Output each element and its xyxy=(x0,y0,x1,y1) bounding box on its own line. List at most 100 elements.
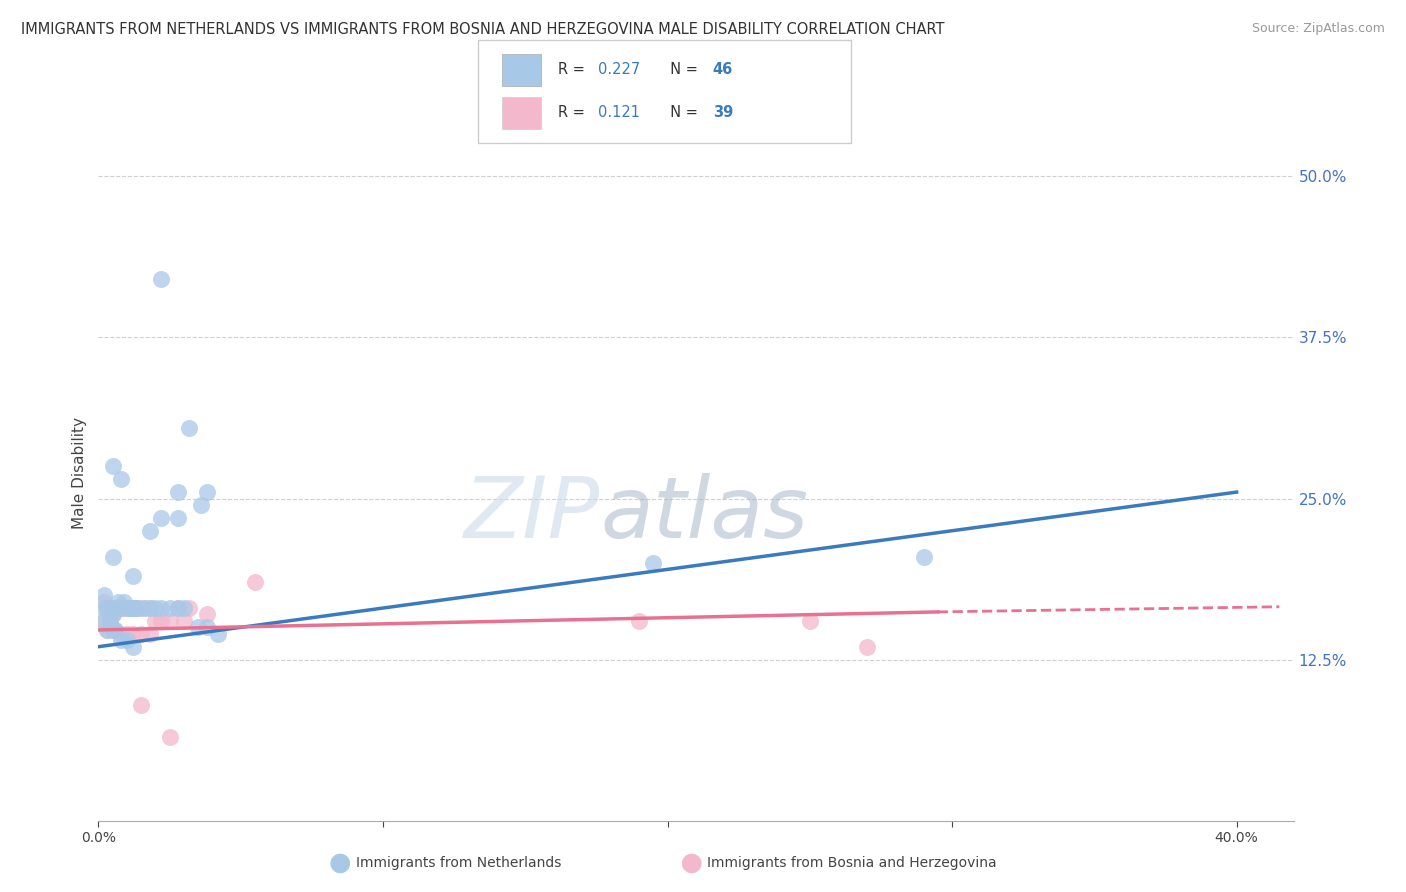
Point xyxy=(150,614,173,628)
Point xyxy=(115,627,138,641)
Point xyxy=(110,633,132,648)
Point xyxy=(96,623,118,637)
Point xyxy=(104,623,127,637)
Point xyxy=(98,614,121,628)
Point xyxy=(118,601,141,615)
Point xyxy=(121,640,143,654)
Point xyxy=(195,620,218,634)
Point xyxy=(173,614,195,628)
Point xyxy=(187,620,209,634)
Text: 0.227: 0.227 xyxy=(598,62,640,78)
Text: 39: 39 xyxy=(713,105,733,120)
Point xyxy=(159,601,181,615)
Point xyxy=(138,601,160,615)
Point xyxy=(115,601,138,615)
Point xyxy=(93,588,115,602)
Point xyxy=(150,614,173,628)
Point xyxy=(124,601,146,615)
Point xyxy=(104,623,127,637)
Point xyxy=(110,601,132,615)
Point xyxy=(121,569,143,583)
Point xyxy=(138,627,160,641)
Point xyxy=(179,420,201,434)
Point xyxy=(179,601,201,615)
Point xyxy=(159,730,181,744)
Text: 0.121: 0.121 xyxy=(598,105,640,120)
Point xyxy=(143,614,166,628)
Text: ZIP: ZIP xyxy=(464,473,600,556)
Point xyxy=(96,601,118,615)
Text: atlas: atlas xyxy=(600,473,808,556)
Point xyxy=(124,601,146,615)
Point xyxy=(643,556,665,570)
Point xyxy=(93,601,115,615)
Point xyxy=(110,601,132,615)
Point xyxy=(104,601,127,615)
Point xyxy=(159,614,181,628)
Point xyxy=(110,472,132,486)
Point xyxy=(207,627,229,641)
Text: N =: N = xyxy=(661,105,703,120)
Point xyxy=(121,601,143,615)
Point xyxy=(101,623,124,637)
Point xyxy=(112,594,135,608)
Point xyxy=(107,594,129,608)
Point xyxy=(115,633,138,648)
Point xyxy=(115,601,138,615)
Point xyxy=(150,511,173,525)
Point xyxy=(101,623,124,637)
Point xyxy=(132,601,155,615)
Point xyxy=(107,601,129,615)
Point xyxy=(195,607,218,622)
Point xyxy=(243,575,266,590)
Point xyxy=(101,549,124,564)
Point xyxy=(195,485,218,500)
Point xyxy=(93,594,115,608)
Point xyxy=(98,601,121,615)
Point xyxy=(628,614,651,628)
Point xyxy=(121,627,143,641)
Point xyxy=(138,601,160,615)
Point xyxy=(93,614,115,628)
Point xyxy=(96,623,118,637)
Point xyxy=(167,601,190,615)
Text: Source: ZipAtlas.com: Source: ZipAtlas.com xyxy=(1251,22,1385,36)
Point xyxy=(93,614,115,628)
Point xyxy=(855,640,877,654)
Point xyxy=(101,459,124,474)
Point xyxy=(101,607,124,622)
Point xyxy=(110,627,132,641)
Point xyxy=(150,272,173,286)
Point xyxy=(118,601,141,615)
Text: R =: R = xyxy=(558,62,589,78)
Text: IMMIGRANTS FROM NETHERLANDS VS IMMIGRANTS FROM BOSNIA AND HERZEGOVINA MALE DISAB: IMMIGRANTS FROM NETHERLANDS VS IMMIGRANT… xyxy=(21,22,945,37)
Y-axis label: Male Disability: Male Disability xyxy=(72,417,87,529)
Text: N =: N = xyxy=(661,62,703,78)
Point xyxy=(912,549,935,564)
Point xyxy=(799,614,821,628)
Point xyxy=(167,485,190,500)
Text: Immigrants from Netherlands: Immigrants from Netherlands xyxy=(356,856,561,871)
Point xyxy=(104,601,127,615)
Point xyxy=(121,601,143,615)
Point xyxy=(167,511,190,525)
Point xyxy=(138,524,160,538)
Point xyxy=(96,601,118,615)
Point xyxy=(173,601,195,615)
Point xyxy=(101,607,124,622)
Text: 46: 46 xyxy=(713,62,733,78)
Point xyxy=(129,627,152,641)
Point xyxy=(132,601,155,615)
Point xyxy=(129,698,152,712)
Point xyxy=(127,601,149,615)
Point xyxy=(112,601,135,615)
Text: Immigrants from Bosnia and Herzegovina: Immigrants from Bosnia and Herzegovina xyxy=(707,856,997,871)
Point xyxy=(98,601,121,615)
Text: R =: R = xyxy=(558,105,589,120)
Point xyxy=(167,601,190,615)
Point xyxy=(143,601,166,615)
Point xyxy=(150,601,173,615)
Point xyxy=(190,498,212,512)
Point xyxy=(127,601,149,615)
Point xyxy=(98,614,121,628)
